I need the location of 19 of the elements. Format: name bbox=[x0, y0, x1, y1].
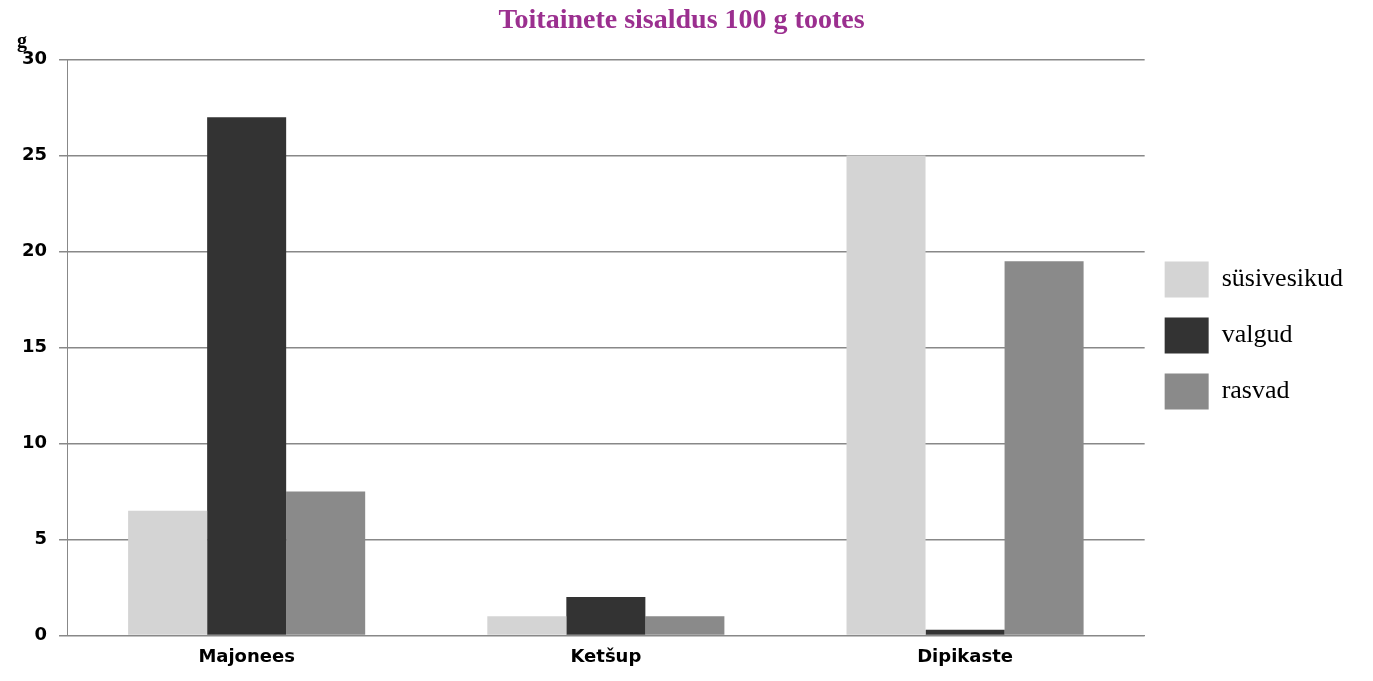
y-tick-label: 10 bbox=[21, 431, 48, 453]
y-tick-label: 25 bbox=[21, 143, 48, 165]
bar bbox=[487, 616, 567, 635]
bar bbox=[207, 117, 287, 635]
y-tick-label: 20 bbox=[21, 239, 48, 261]
bar bbox=[566, 597, 646, 635]
y-tick-label: 0 bbox=[34, 623, 48, 645]
legend-label: rasvad bbox=[1221, 375, 1290, 405]
bar bbox=[128, 510, 208, 635]
x-tick-label: Majonees bbox=[198, 644, 295, 666]
bar bbox=[846, 155, 926, 635]
y-tick-label: 15 bbox=[21, 335, 48, 357]
bar bbox=[925, 629, 1005, 635]
y-tick-label: 5 bbox=[34, 527, 48, 549]
x-tick-label: Ketšup bbox=[570, 644, 642, 666]
legend-label: süsivesikud bbox=[1221, 263, 1343, 293]
legend-label: valgud bbox=[1221, 319, 1293, 349]
x-tick-label: Dipikaste bbox=[917, 644, 1013, 666]
chart-title: Toitainete sisaldus 100 g tootes bbox=[498, 3, 865, 35]
